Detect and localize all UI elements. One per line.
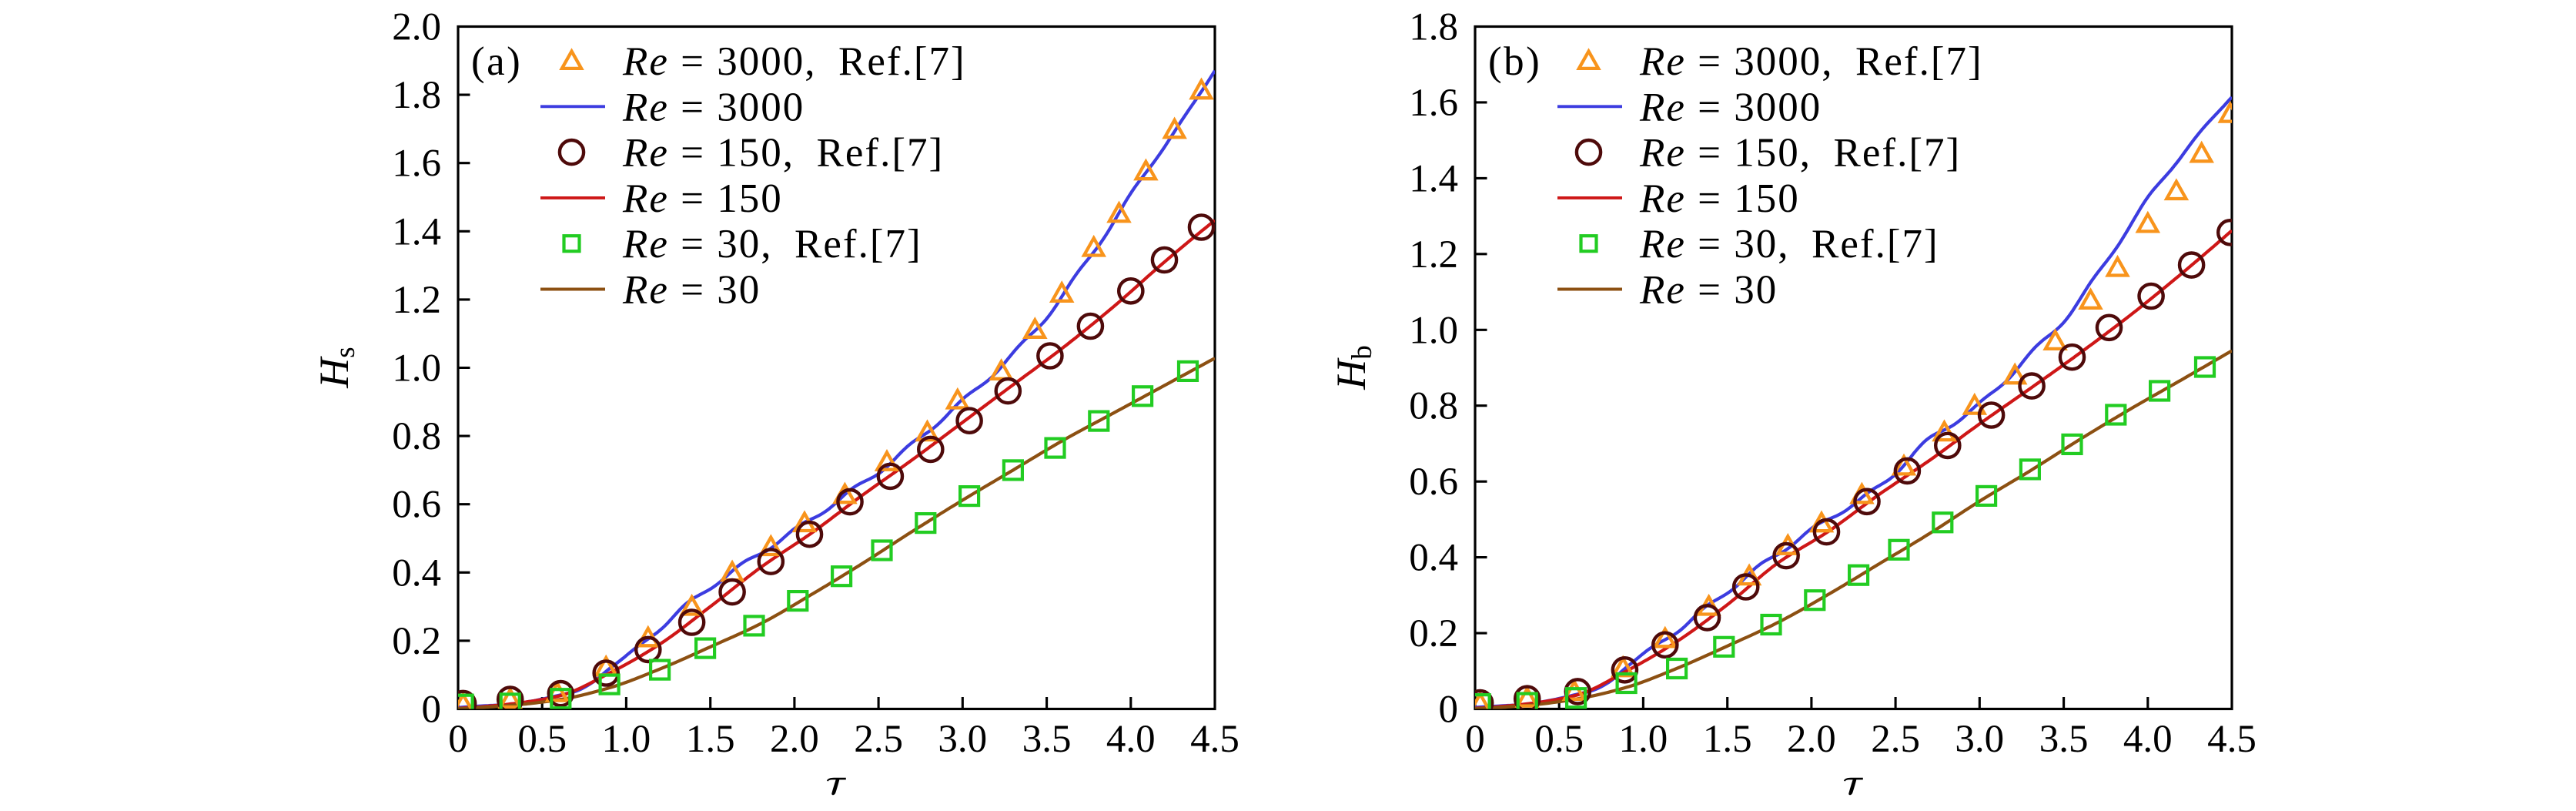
svg-text:0.6: 0.6 [392,484,441,527]
svg-text:0: 0 [1465,718,1485,761]
svg-text:3.5: 3.5 [2039,718,2089,761]
svg-text:(a): (a) [471,39,522,84]
svg-text:Re = 3000, Ref.[7]: Re = 3000, Ref.[7] [1639,39,1983,84]
svg-text:1.8: 1.8 [392,74,441,117]
svg-text:1.5: 1.5 [1703,718,1752,761]
svg-text:1.4: 1.4 [1409,157,1458,200]
svg-text:Re = 150, Ref.[7]: Re = 150, Ref.[7] [1639,131,1961,176]
svg-text:4.5: 4.5 [2207,718,2257,761]
svg-text:3.5: 3.5 [1022,718,1072,761]
svg-text:1.8: 1.8 [1409,6,1458,49]
svg-text:1.6: 1.6 [1409,82,1458,125]
svg-text:1.2: 1.2 [1409,233,1458,276]
svg-text:Re = 30, Ref.[7]: Re = 30, Ref.[7] [1639,222,1939,266]
svg-text:1.0: 1.0 [1619,718,1668,761]
svg-text:1.2: 1.2 [392,279,441,322]
svg-text:0.2: 0.2 [1409,612,1458,655]
svg-text:2.0: 2.0 [770,718,819,761]
svg-text:0.8: 0.8 [392,415,441,458]
svg-text:3.0: 3.0 [938,718,987,761]
svg-text:Hs: Hs [311,347,361,388]
svg-text:0.6: 0.6 [1409,461,1458,504]
svg-text:Re = 3000, Ref.[7]: Re = 3000, Ref.[7] [622,39,966,84]
svg-text:4.5: 4.5 [1190,718,1239,761]
svg-text:0.4: 0.4 [392,551,441,595]
svg-text:Re = 3000: Re = 3000 [1639,85,1822,129]
svg-text:0: 0 [422,689,442,732]
svg-text:1.6: 1.6 [392,142,441,186]
svg-text:1.0: 1.0 [392,347,441,390]
svg-text:2.0: 2.0 [1787,718,1836,761]
svg-text:Re = 150: Re = 150 [622,176,783,221]
svg-text:Re = 30: Re = 30 [1639,268,1778,313]
svg-text:0.5: 0.5 [1534,718,1584,761]
svg-text:Hb: Hb [1328,345,1378,390]
svg-text:Re = 150: Re = 150 [1639,176,1800,221]
svg-text:0: 0 [448,718,468,761]
svg-text:Re = 150, Ref.[7]: Re = 150, Ref.[7] [622,131,944,176]
svg-text:1.0: 1.0 [1409,309,1458,352]
svg-text:0: 0 [1439,689,1459,732]
svg-text:0.8: 0.8 [1409,385,1458,428]
svg-text:Re = 30, Ref.[7]: Re = 30, Ref.[7] [622,222,922,266]
svg-text:0.5: 0.5 [517,718,567,761]
svg-text:Re = 30: Re = 30 [622,268,761,313]
svg-text:1.5: 1.5 [686,718,735,761]
svg-text:Re = 3000: Re = 3000 [622,85,805,129]
svg-text:4.0: 4.0 [1106,718,1156,761]
svg-text:1.0: 1.0 [602,718,651,761]
svg-text:2.5: 2.5 [1871,718,1920,761]
svg-text:0.4: 0.4 [1409,537,1458,580]
svg-text:(b): (b) [1488,39,1541,84]
svg-text:2.0: 2.0 [392,6,441,49]
svg-text:4.0: 4.0 [2123,718,2173,761]
svg-text:1.4: 1.4 [392,210,441,253]
svg-text:3.0: 3.0 [1955,718,2004,761]
svg-text:2.5: 2.5 [854,718,903,761]
svg-text:0.2: 0.2 [392,620,441,663]
